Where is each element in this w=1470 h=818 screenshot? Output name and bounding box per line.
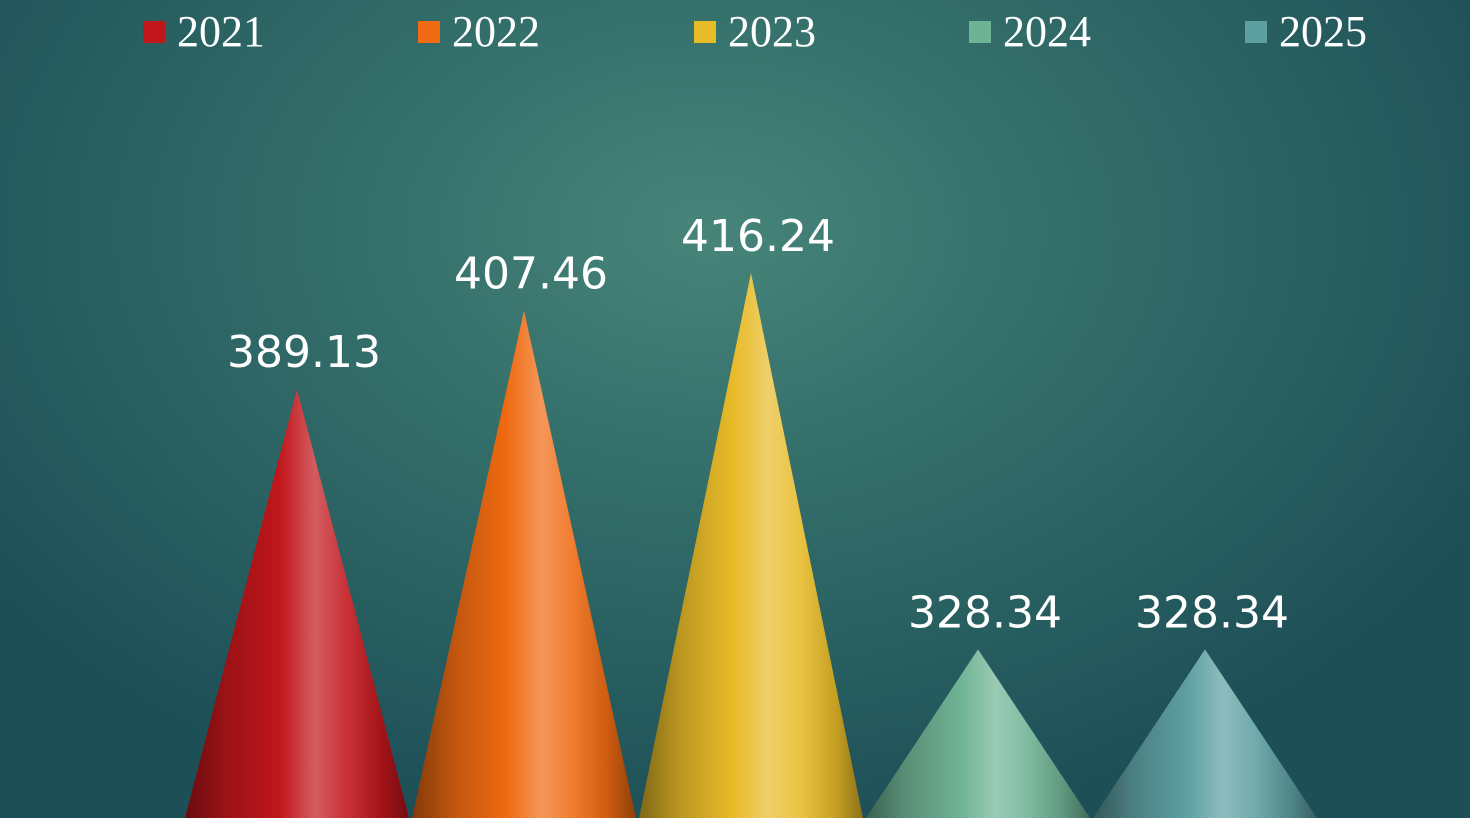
legend-item: 2025 xyxy=(1245,6,1367,58)
legend-label: 2023 xyxy=(728,7,816,56)
legend-label: 2021 xyxy=(177,7,265,56)
legend-item: 2022 xyxy=(418,6,540,58)
cone-bar-2024 xyxy=(866,649,1090,818)
legend-swatch xyxy=(969,21,991,43)
legend-swatch xyxy=(694,21,716,43)
legend-item: 2021 xyxy=(143,6,265,58)
cone-bar-2021 xyxy=(185,389,409,818)
legend-swatch xyxy=(418,21,440,43)
legend-swatch xyxy=(1245,21,1267,43)
cone-bar-2025 xyxy=(1093,649,1317,818)
cone-bar-2023 xyxy=(639,273,863,818)
legend: 2021 2022 2023 2024 2025 xyxy=(0,6,1470,58)
legend-item: 2023 xyxy=(694,6,816,58)
legend-label: 2024 xyxy=(1003,7,1091,56)
data-label-2021: 389.13 xyxy=(227,327,381,378)
data-label-2022: 407.46 xyxy=(454,249,608,300)
cone-bar-2022 xyxy=(412,310,636,818)
data-label-2023: 416.24 xyxy=(681,211,835,262)
legend-item: 2024 xyxy=(969,6,1091,58)
data-label-2025: 328.34 xyxy=(1135,587,1289,638)
legend-label: 2022 xyxy=(452,7,540,56)
legend-label: 2025 xyxy=(1279,7,1367,56)
legend-swatch xyxy=(143,21,165,43)
data-label-2024: 328.34 xyxy=(908,587,1062,638)
